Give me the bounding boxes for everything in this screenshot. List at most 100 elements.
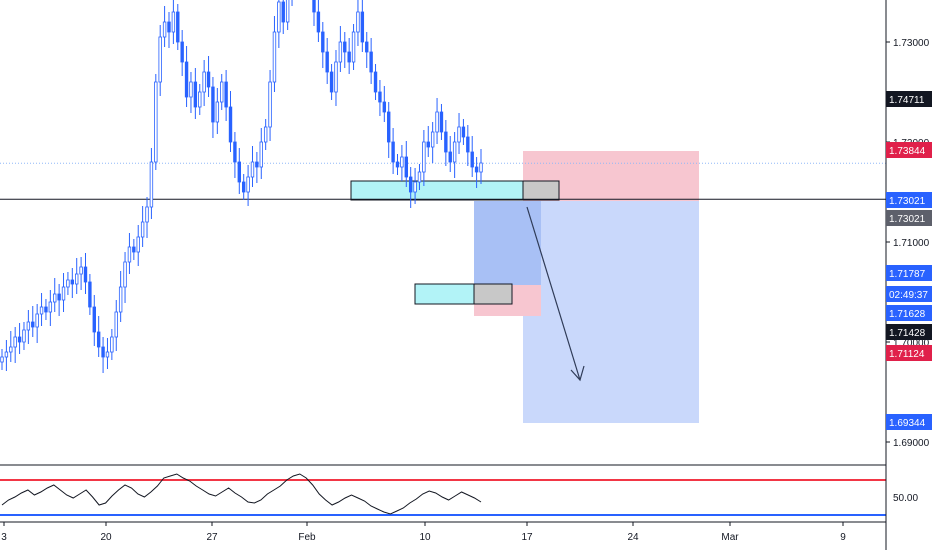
candle-body: [250, 161, 255, 178]
price-badge: 1.73021: [886, 210, 932, 226]
price-badge-label: 1.71124: [889, 349, 925, 360]
candle-body: [435, 111, 439, 133]
demand-zone-gray-box[interactable]: [473, 283, 513, 305]
candle-body: [162, 21, 167, 38]
candle-body: [158, 36, 162, 83]
candle-body: [272, 31, 277, 83]
candle-body: [123, 261, 127, 288]
candle: [439, 104, 444, 140]
candle: [211, 77, 215, 138]
candle-body: [35, 313, 39, 328]
candle: [457, 113, 461, 154]
candle: [338, 26, 343, 72]
candle: [127, 233, 132, 274]
candle: [61, 273, 66, 312]
time-axis-tick-label: 3: [1, 532, 7, 543]
candle-body: [44, 306, 48, 313]
candle: [382, 86, 387, 122]
candle: [92, 295, 96, 346]
candle: [452, 132, 457, 178]
candle: [189, 72, 193, 113]
candle: [17, 323, 22, 354]
candle: [474, 157, 479, 188]
candle: [435, 98, 439, 144]
price-badge-label: 1.71787: [889, 269, 926, 280]
candle-body: [237, 161, 242, 183]
candle: [277, 0, 281, 48]
candle-body: [154, 81, 158, 163]
supply-zone-gray-box[interactable]: [522, 180, 560, 201]
short-position-target-zone-2[interactable]: [474, 201, 541, 285]
time-axis-tick-label: 10: [419, 532, 431, 543]
price-badge: 1.69344: [886, 414, 932, 430]
candle: [123, 252, 127, 303]
candle: [430, 122, 435, 163]
rsi-pane[interactable]: [0, 473, 886, 516]
candle-body: [408, 176, 413, 193]
candle-body: [422, 141, 426, 173]
candle: [180, 30, 184, 76]
candle-body: [444, 131, 448, 153]
candle-body: [452, 141, 457, 163]
candle-body: [171, 11, 176, 33]
candle: [35, 304, 39, 343]
candle: [132, 239, 136, 260]
horizontal-lines[interactable]: [0, 0, 886, 200]
candle: [145, 197, 149, 238]
candle: [233, 132, 237, 178]
candle-body: [241, 181, 246, 193]
candle-body: [61, 286, 66, 301]
candle: [0, 349, 4, 370]
candle: [22, 322, 26, 350]
candle: [48, 290, 53, 326]
candle: [75, 258, 79, 294]
candle-body: [198, 91, 202, 108]
candle-body: [211, 86, 215, 123]
candle-body: [246, 176, 250, 193]
candle: [162, 6, 167, 47]
candle: [136, 225, 140, 266]
candle: [176, 4, 180, 50]
candle: [351, 24, 356, 70]
candle: [70, 268, 75, 298]
candle-body: [215, 101, 220, 123]
time-axis[interactable]: 3 20 27 Feb 10 17 24 Mar 9: [1, 522, 846, 543]
candle-body: [439, 111, 444, 133]
candle: [413, 168, 417, 204]
candle-body: [360, 11, 365, 43]
candle-body: [404, 156, 408, 178]
candle-body: [75, 273, 79, 285]
candle: [202, 60, 206, 106]
drawing-layer[interactable]: [350, 151, 699, 423]
price-badge-bg: [886, 192, 932, 208]
candle: [395, 154, 400, 175]
candle-body: [382, 101, 387, 113]
supply-zone-box[interactable]: [350, 180, 524, 201]
time-axis-tick-label: 17: [521, 532, 533, 543]
candle: [57, 284, 61, 316]
candle: [356, 0, 360, 46]
candlestick-series: [0, 0, 483, 373]
candle: [408, 167, 413, 208]
candle-body: [321, 31, 325, 53]
candle-body: [105, 351, 110, 358]
candle-body: [83, 266, 88, 283]
price-badge: 1.73021: [886, 192, 932, 208]
projection-arrow[interactable]: [526, 206, 585, 382]
candle: [466, 125, 470, 166]
demand-zone-box[interactable]: [414, 283, 475, 305]
candle-body: [114, 311, 118, 338]
candle: [291, 0, 293, 6]
candle-body: [470, 151, 474, 168]
candle: [365, 32, 369, 68]
candle-body: [4, 351, 9, 358]
candle: [158, 25, 162, 96]
time-axis-tick-label: 24: [627, 532, 639, 543]
short-position-target-zone[interactable]: [523, 201, 699, 423]
candle: [224, 70, 228, 121]
candle: [4, 340, 9, 371]
candle-body: [338, 41, 343, 63]
price-axis-tick-label: 1.73000: [893, 38, 930, 49]
candle: [118, 271, 123, 322]
